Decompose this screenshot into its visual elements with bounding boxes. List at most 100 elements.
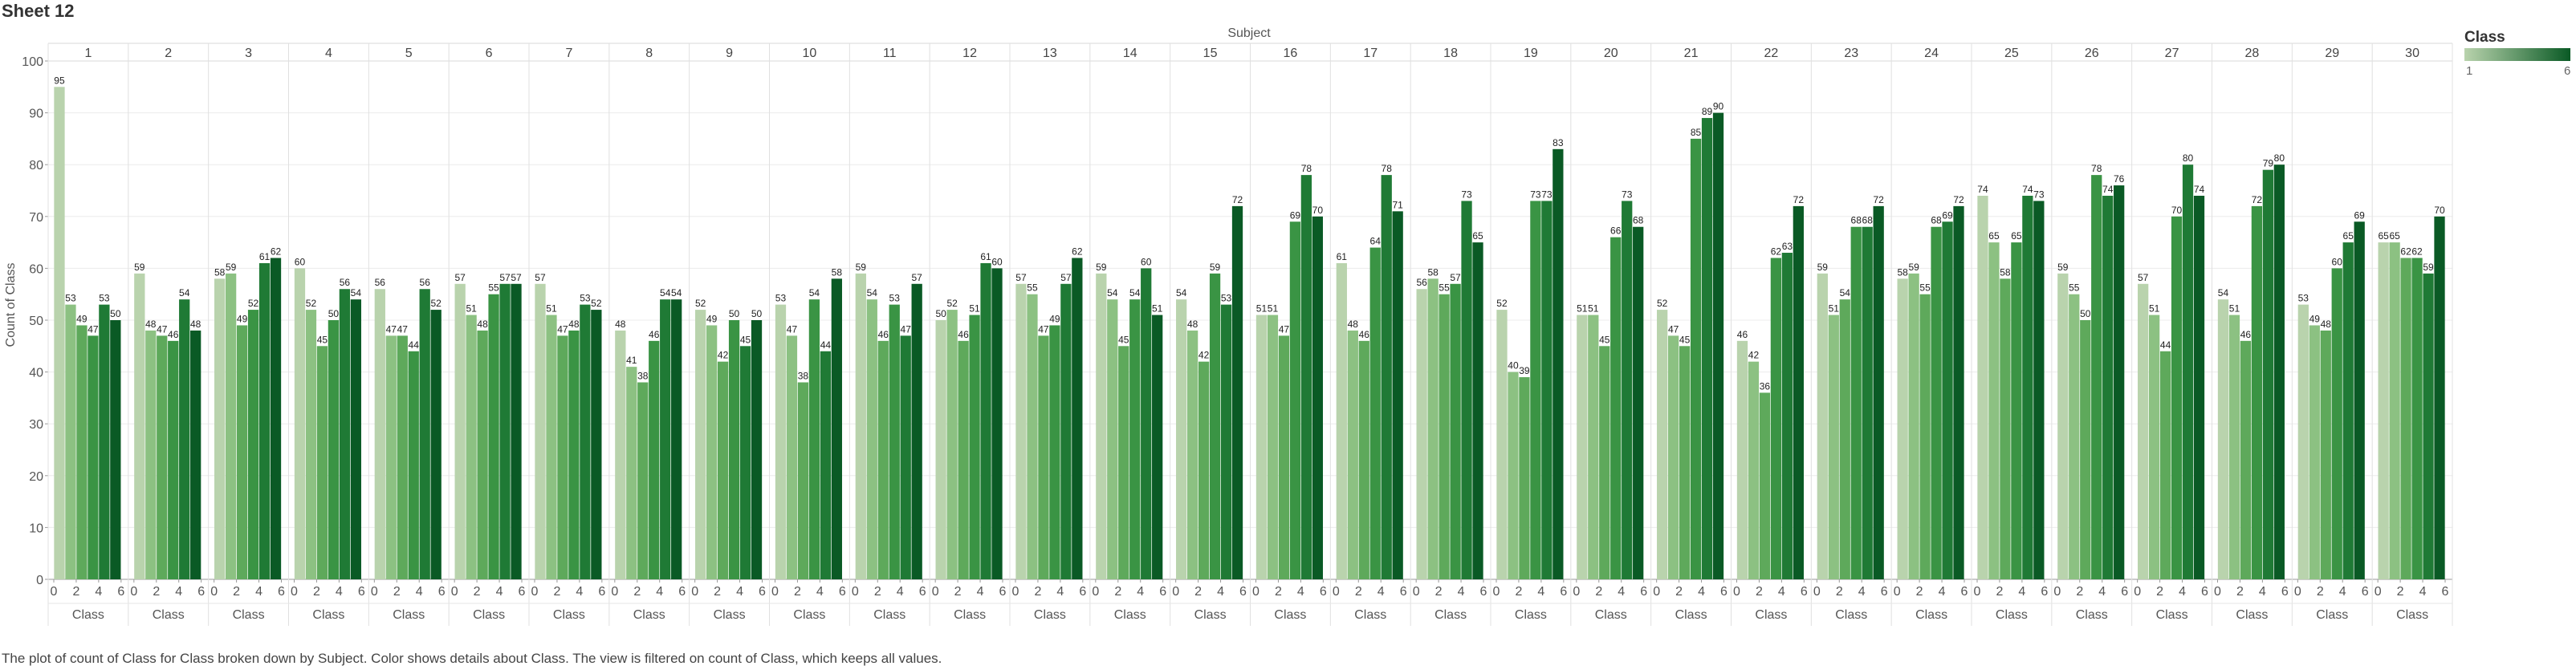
data-label: 48 [1348, 319, 1359, 330]
data-label: 70 [1312, 205, 1324, 216]
data-label: 78 [1301, 163, 1312, 174]
bar [2309, 325, 2320, 579]
data-label: 80 [2274, 152, 2285, 164]
data-label: 62 [2411, 246, 2423, 257]
data-label: 74 [2194, 184, 2205, 195]
data-label: 65 [2389, 230, 2400, 242]
x-axis-label: Class [714, 608, 746, 622]
bar [1176, 299, 1187, 579]
x-axis-label: Class [2156, 608, 2188, 622]
data-label: 51 [1829, 303, 1840, 315]
bar [2297, 304, 2309, 579]
bar [294, 268, 306, 579]
data-label: 59 [2423, 262, 2434, 273]
bar [2171, 216, 2183, 579]
bar [2080, 320, 2091, 579]
x-tick-label: 4 [1297, 585, 1304, 599]
data-label: 50 [751, 308, 763, 319]
bar [2159, 351, 2171, 579]
bar [1358, 340, 1369, 579]
x-axis-label: Class [1915, 608, 1947, 622]
bar [1748, 361, 1760, 579]
bar [1610, 237, 1622, 579]
subject-panel: 19 52 40 39 73 73 83 0 2 4 6 Class [1490, 43, 1567, 626]
data-label: 39 [1519, 365, 1530, 376]
data-label: 51 [1268, 303, 1279, 315]
x-tick-label: 2 [1515, 585, 1522, 599]
subject-header-label: 6 [486, 47, 493, 60]
data-label: 59 [134, 262, 145, 273]
data-label: 74 [1977, 184, 1988, 195]
x-tick-label: 2 [874, 585, 881, 599]
x-tick-label: 0 [1974, 585, 1981, 599]
bar [466, 315, 477, 579]
bar [877, 340, 889, 579]
data-label: 48 [615, 319, 626, 330]
data-label: 72 [1953, 194, 1964, 205]
data-label: 58 [832, 266, 843, 278]
data-label: 47 [397, 323, 409, 335]
bar [626, 367, 637, 579]
bar [728, 320, 740, 579]
bar [1312, 216, 1323, 579]
data-label: 54 [867, 287, 878, 298]
data-label: 52 [695, 298, 706, 309]
bar [1267, 315, 1279, 579]
bar [350, 299, 361, 579]
data-label: 83 [1553, 137, 1564, 148]
bar [2423, 273, 2434, 579]
data-label: 60 [991, 256, 1003, 267]
legend-title: Class [2464, 29, 2505, 46]
data-label: 60 [295, 256, 306, 267]
x-tick-label: 2 [2156, 585, 2163, 599]
x-tick-label: 6 [519, 585, 526, 599]
x-tick-label: 0 [852, 585, 859, 599]
bar [1060, 283, 1072, 579]
x-tick-label: 4 [1378, 585, 1385, 599]
x-tick-label: 4 [1618, 585, 1625, 599]
bar [305, 310, 317, 579]
bar [87, 335, 99, 579]
bar [454, 283, 466, 579]
bar [316, 346, 328, 579]
bar [2011, 242, 2022, 579]
x-tick-label: 4 [2419, 585, 2427, 599]
bar [1553, 148, 1564, 579]
bar [1096, 273, 1107, 579]
subject-panel: 15 54 48 42 59 53 72 0 2 4 6 Class [1170, 43, 1247, 626]
subject-header-label: 16 [1284, 47, 1298, 60]
x-tick-label: 4 [1137, 585, 1144, 599]
data-label: 59 [2057, 262, 2069, 273]
data-label: 65 [2343, 230, 2354, 242]
x-tick-label: 6 [2041, 585, 2048, 599]
subject-panel: 20 51 51 45 66 73 68 0 2 4 6 Class [1570, 43, 1647, 626]
legend-max-label: 6 [2564, 64, 2571, 78]
data-label: 62 [1072, 246, 1083, 257]
x-tick-label: 6 [919, 585, 926, 599]
data-label: 76 [2114, 173, 2125, 185]
bar [1622, 201, 1633, 580]
bar [1712, 112, 1724, 580]
subject-header-label: 4 [325, 47, 332, 60]
data-label: 78 [2091, 163, 2102, 174]
bar [1519, 377, 1530, 579]
data-label: 57 [1015, 272, 1027, 283]
bar [1942, 221, 1953, 579]
bar [2320, 330, 2331, 579]
data-label: 61 [259, 251, 271, 262]
data-label: 52 [248, 298, 259, 309]
data-label: 54 [671, 287, 682, 298]
bar [535, 283, 546, 579]
data-label: 42 [1198, 350, 1210, 361]
x-tick-label: 4 [1939, 585, 1946, 599]
legend-color-ramp[interactable] [2464, 48, 2570, 61]
data-label: 47 [1038, 323, 1049, 335]
data-label: 52 [946, 298, 958, 309]
x-axis-label: Class [1515, 608, 1547, 622]
